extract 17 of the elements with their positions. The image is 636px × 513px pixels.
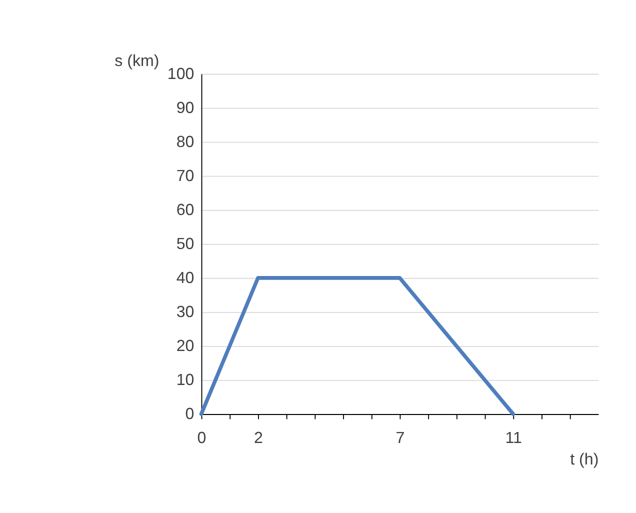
y-tick-label: 90 — [176, 99, 194, 118]
y-axis-title: s (km) — [114, 52, 160, 70]
y-tick-label: 0 — [185, 405, 194, 424]
y-tick-label: 10 — [176, 371, 194, 390]
y-tick-label: 60 — [176, 201, 194, 220]
x-tick-label: 11 — [505, 428, 522, 447]
y-tick-label: 80 — [176, 133, 194, 152]
y-tick-label: 100 — [167, 65, 194, 83]
y-tick-label: 40 — [176, 269, 194, 288]
x-tick-label: 7 — [396, 428, 405, 447]
y-tick-label: 30 — [176, 303, 194, 322]
y-tick-label: 70 — [176, 167, 194, 186]
x-tick-label: 0 — [197, 428, 206, 447]
y-tick-label: 20 — [176, 337, 194, 356]
y-tick-label: 50 — [176, 235, 194, 254]
x-tick-label: 2 — [254, 428, 263, 447]
x-axis-title: t (h) — [570, 450, 599, 469]
